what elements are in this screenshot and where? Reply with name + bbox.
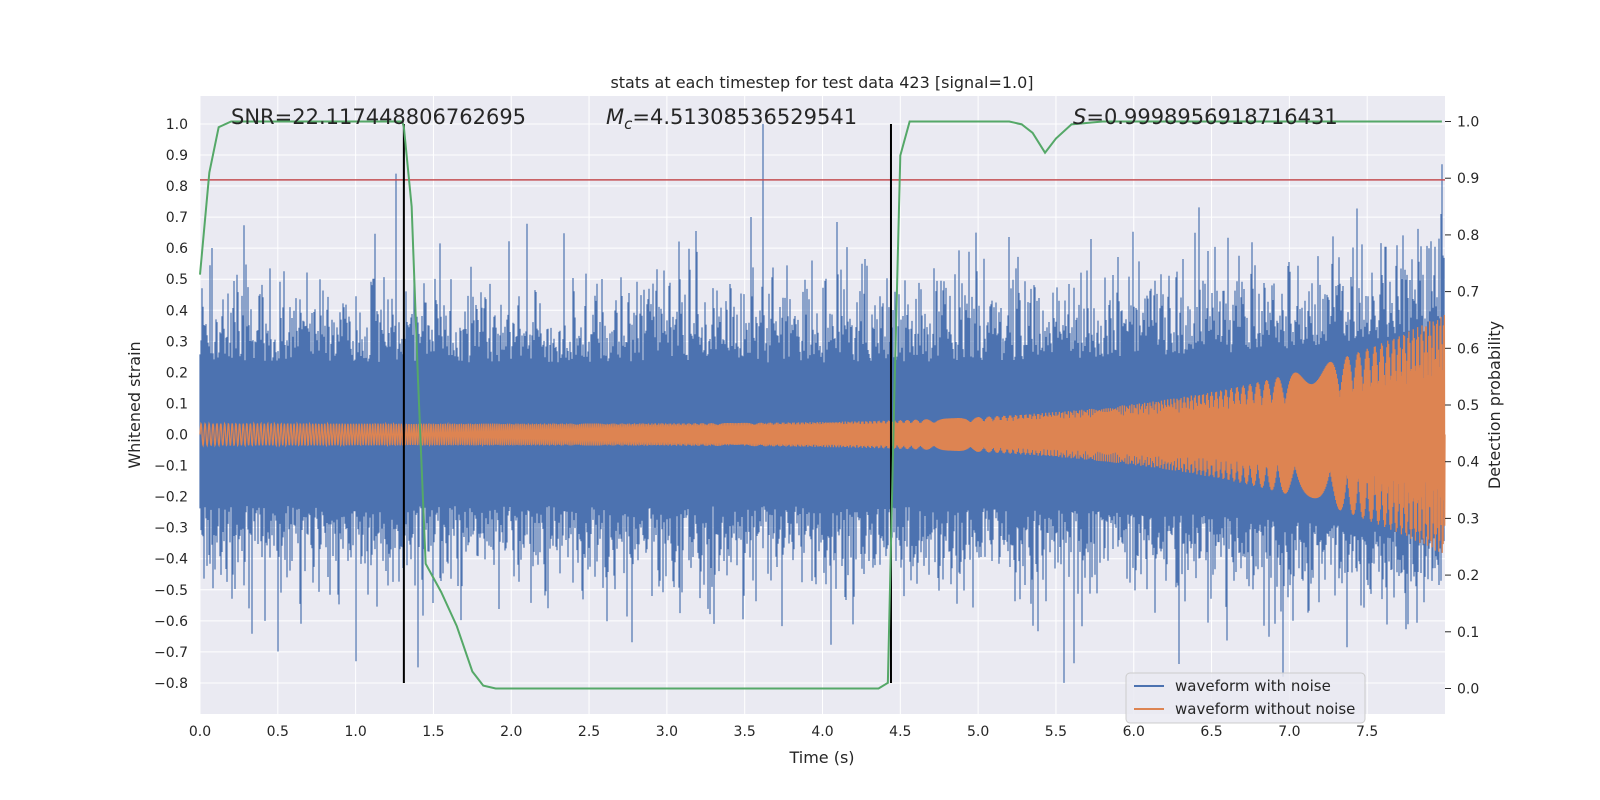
y-tick-label-left: −0.1 [154, 459, 188, 475]
legend-label-noisy: waveform with noise [1175, 677, 1331, 695]
x-tick-label: 2.0 [500, 724, 522, 740]
y-tick-label-right: 1.0 [1457, 115, 1479, 131]
y-tick-label-left: −0.7 [154, 645, 188, 661]
mc-value: =4.51308536529541 [632, 105, 857, 129]
y-tick-label-left: 0.6 [166, 241, 188, 257]
y-tick-label-left: 0.8 [166, 179, 188, 195]
y-axis-label-right: Detection probability [1485, 321, 1504, 489]
y-tick-label-left: −0.5 [154, 583, 188, 599]
y-tick-label-left: 0.4 [166, 303, 188, 319]
s-annotation: S=0.9998956918716431 [1073, 105, 1338, 129]
mc-annotation: Mc=4.51308536529541 [606, 105, 857, 133]
x-tick-label: 1.0 [344, 724, 366, 740]
y-tick-label-left: 0.3 [166, 334, 188, 350]
legend-label-clean: waveform without noise [1175, 700, 1355, 718]
x-tick-label: 7.0 [1278, 724, 1300, 740]
x-tick-label: 0.5 [267, 724, 289, 740]
y-tick-label-left: −0.8 [154, 676, 188, 692]
x-tick-label: 0.0 [189, 724, 211, 740]
y-tick-label-right: 0.5 [1457, 398, 1479, 414]
y-tick-label-right: 0.1 [1457, 625, 1479, 641]
y-tick-label-right: 0.3 [1457, 511, 1479, 527]
x-tick-label: 3.0 [656, 724, 678, 740]
mc-subscript: c [624, 115, 633, 133]
y-tick-label-left: −0.2 [154, 490, 188, 506]
x-tick-label: 6.0 [1123, 724, 1145, 740]
clean-waveform-line [199, 314, 1446, 553]
x-tick-label: 4.0 [811, 724, 833, 740]
chart-title: stats at each timestep for test data 423… [610, 73, 1033, 92]
y-tick-label-left: 0.1 [166, 396, 188, 412]
y-tick-label-left: −0.3 [154, 521, 188, 537]
y-tick-label-left: −0.4 [154, 552, 188, 568]
legend-box [1125, 672, 1366, 724]
x-tick-label: 3.5 [734, 724, 756, 740]
x-tick-label: 6.5 [1200, 724, 1222, 740]
overlays [199, 120, 1445, 690]
ticks: 0.0 0.5 1.0 1.5 2.0 2.5 3.0 3.5 4.0 4.5 5.0 5.5 6.0 6… [154, 115, 1479, 740]
y-tick-label-right: 0.8 [1457, 228, 1479, 244]
y-tick-label-left: 0.9 [166, 148, 188, 164]
s-value: =0.9998956918716431 [1086, 105, 1337, 129]
x-tick-label: 7.5 [1356, 724, 1378, 740]
x-tick-label: 5.0 [967, 724, 989, 740]
y-tick-label-right: 0.6 [1457, 341, 1479, 357]
y-tick-label-right: 0.9 [1457, 171, 1479, 187]
y-tick-label-left: 1.0 [166, 117, 188, 133]
y-tick-label-left: 0.0 [166, 428, 188, 444]
y-tick-label-left: 0.5 [166, 272, 188, 288]
x-tick-label: 2.5 [578, 724, 600, 740]
s-symbol: S [1073, 105, 1086, 129]
y-tick-label-left: −0.6 [154, 614, 188, 630]
detection-probability-line [199, 120, 1442, 690]
x-tick-label: 4.5 [889, 724, 911, 740]
x-tick-label: 1.5 [422, 724, 444, 740]
y-tick-label-right: 0.0 [1457, 681, 1479, 697]
x-tick-label: 5.5 [1045, 724, 1067, 740]
mc-symbol: M [606, 105, 624, 129]
y-axis-label-left: Whitened strain [125, 341, 144, 468]
y-tick-label-right: 0.4 [1457, 455, 1479, 471]
x-axis-label: Time (s) [788, 748, 854, 767]
y-tick-label-right: 0.2 [1457, 568, 1479, 584]
y-tick-label-left: 0.2 [166, 365, 188, 381]
legend: waveform with noise waveform without noi… [1125, 672, 1366, 724]
snr-annotation: SNR=22.117448806762695 [231, 105, 526, 129]
series-waveform-without-noise [199, 314, 1446, 553]
y-tick-label-left: 0.7 [166, 210, 188, 226]
y-tick-label-right: 0.7 [1457, 285, 1479, 301]
